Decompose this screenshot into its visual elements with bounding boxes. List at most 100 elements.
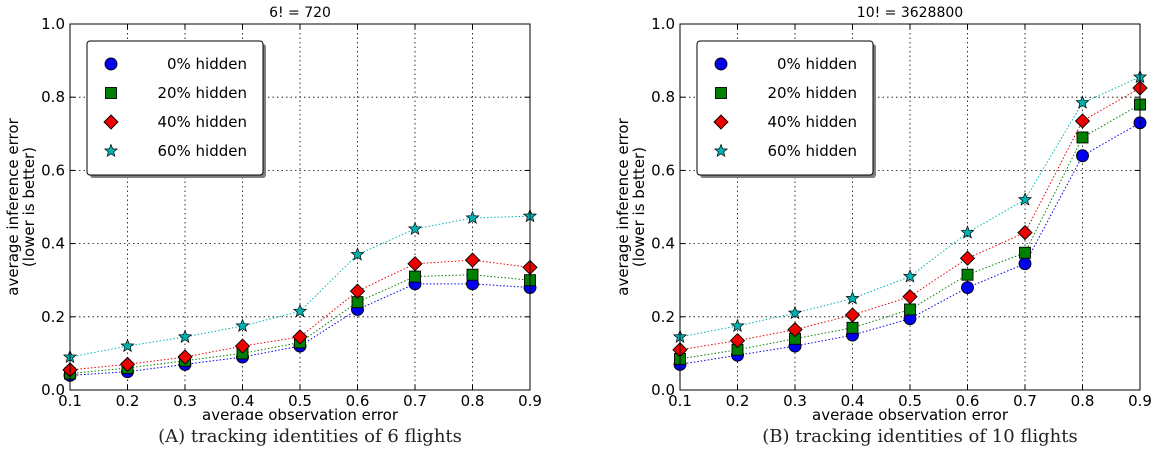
data-point	[961, 281, 974, 294]
data-point	[1076, 149, 1089, 163]
data-point	[1076, 131, 1089, 144]
chart-title: 10! = 3628800	[857, 5, 963, 21]
series-4	[62, 208, 538, 364]
chart-b: 0.1 0.2 0.3 0.4 0.5 0.6 0.7 0.8 0.9 0.0 0.2 0.4 0.6 0…	[614, 5, 1152, 420]
data-point	[846, 321, 859, 334]
x-tick-label: 0.1	[58, 392, 82, 410]
data-point	[845, 291, 860, 305]
data-point	[350, 247, 365, 261]
data-point	[292, 329, 308, 345]
y-axis-label: (lower is better)	[20, 147, 38, 267]
data-point	[1017, 224, 1033, 241]
legend-label: 20% hidden	[157, 84, 247, 102]
y-tick-label: 0.8	[651, 88, 675, 106]
y-tick-label: 0.8	[41, 88, 65, 106]
chart-a: 0.1 0.2 0.3 0.4 0.5 0.6 0.7 0.8 0.9 0.0 0.2 0.4 0.6 0…	[4, 5, 542, 420]
data-point	[787, 305, 803, 320]
data-point	[465, 210, 480, 225]
legend-label: 0% hidden	[777, 55, 857, 73]
x-tick-label: 0.7	[1013, 392, 1037, 410]
data-point	[787, 321, 803, 338]
y-axis-label: average inference error	[614, 117, 632, 295]
x-tick-label: 0.5	[288, 392, 312, 410]
data-point	[120, 338, 135, 353]
data-point	[177, 349, 193, 365]
caption-a: (A) tracking identities of 6 flights	[158, 426, 462, 447]
y-tick-label: 0.2	[41, 308, 65, 326]
data-point	[235, 318, 250, 332]
y-tick-label: 0.0	[651, 381, 675, 399]
series-line	[679, 87, 1141, 351]
data-point	[177, 329, 193, 343]
x-tick-label: 0.2	[116, 392, 140, 410]
legend-label: 60% hidden	[767, 142, 857, 160]
x-tick-label: 0.6	[956, 392, 980, 410]
x-tick-label: 0.9	[518, 392, 542, 410]
figure: 0.1 0.2 0.3 0.4 0.5 0.6 0.7 0.8 0.9 0.0 0.2 0.4 0.6 0…	[4, 5, 1152, 420]
y-tick-label: 0.4	[41, 235, 65, 253]
data-point	[902, 269, 918, 283]
data-point	[349, 283, 366, 299]
x-tick-label: 0.7	[403, 392, 427, 410]
legend-marker	[713, 114, 729, 130]
x-tick-label: 0.3	[173, 392, 197, 410]
x-tick-label: 0.4	[231, 392, 255, 410]
x-axis-label: average observation error	[202, 406, 399, 420]
legend-label: 60% hidden	[157, 142, 247, 160]
x-tick-label: 0.2	[726, 392, 750, 410]
legend-label: 40% hidden	[767, 113, 857, 131]
data-point	[961, 268, 974, 281]
series-3	[62, 252, 538, 378]
x-tick-label: 0.4	[841, 392, 865, 410]
data-point	[729, 332, 746, 349]
x-tick-label: 0.5	[898, 392, 922, 410]
x-tick-label: 0.3	[783, 392, 807, 410]
legend-marker	[715, 87, 727, 99]
y-tick-label: 0.6	[41, 161, 65, 179]
legend-marker	[103, 143, 119, 158]
x-axis-label: average observation error	[812, 406, 1009, 420]
legend-label: 0% hidden	[167, 55, 247, 73]
y-tick-label: 0.6	[651, 161, 675, 179]
data-point	[409, 270, 421, 283]
data-point	[466, 268, 479, 281]
legend-label: 20% hidden	[767, 84, 857, 102]
y-tick-label: 0.0	[41, 381, 65, 399]
data-point	[407, 221, 423, 236]
data-point	[1018, 257, 1032, 271]
data-point	[292, 303, 308, 318]
x-tick-label: 0.6	[346, 392, 370, 410]
legend-label: 40% hidden	[157, 113, 247, 131]
legend-marker	[713, 143, 729, 158]
x-tick-label: 0.1	[668, 392, 692, 410]
y-tick-label: 1.0	[651, 15, 675, 33]
y-tick-label: 1.0	[41, 15, 65, 33]
data-point	[730, 318, 745, 332]
data-point	[960, 225, 975, 239]
data-point	[1019, 246, 1031, 259]
y-tick-label: 0.4	[651, 235, 675, 253]
x-tick-label: 0.9	[1128, 392, 1152, 410]
x-tick-label: 0.8	[461, 392, 485, 410]
legend: 0% hidden 20% hidden 40% hidden 60% hidden	[86, 40, 266, 178]
legend-marker	[103, 114, 119, 130]
data-point	[407, 256, 423, 272]
x-tick-label: 0.8	[1071, 392, 1095, 410]
data-point	[902, 289, 918, 305]
legend-marker	[105, 87, 117, 99]
data-point	[1017, 192, 1033, 206]
data-point	[1075, 95, 1090, 109]
legend: 0% hidden 20% hidden 40% hidden 60% hidden	[696, 40, 876, 178]
data-point	[1074, 113, 1091, 129]
y-axis-label: (lower is better)	[630, 147, 648, 267]
caption-b: (B) tracking identities of 10 flights	[762, 426, 1078, 447]
data-point	[904, 303, 916, 316]
legend-box	[696, 40, 874, 176]
data-point	[234, 338, 251, 354]
y-tick-label: 0.2	[651, 308, 675, 326]
legend-marker	[714, 57, 728, 71]
data-point	[959, 250, 976, 266]
chart-title: 6! = 720	[269, 5, 331, 21]
series-4	[672, 69, 1148, 343]
data-point	[119, 356, 136, 373]
